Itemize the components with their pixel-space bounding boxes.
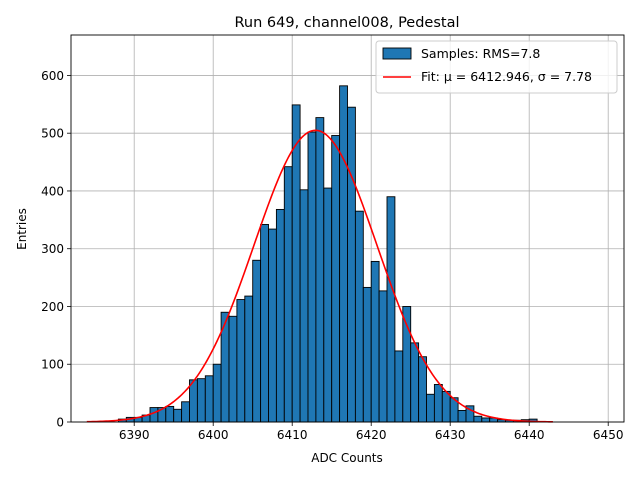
histogram-bar [173, 408, 183, 423]
histogram-bar [228, 315, 238, 423]
histogram-bar [457, 409, 467, 423]
histogram-bar [441, 390, 451, 423]
x-tick-label: 6450 [593, 428, 624, 442]
chart-title: Run 649, channel008, Pedestal [234, 15, 459, 31]
histogram-bar [268, 228, 277, 423]
histogram-bar [196, 378, 206, 423]
x-tick-label: 6430 [435, 428, 466, 442]
histogram-bar [347, 106, 356, 423]
histogram-bar [149, 407, 159, 423]
histogram-bar [331, 135, 341, 423]
histogram-bar [378, 290, 388, 423]
y-tick-label: 200 [41, 300, 64, 314]
histogram-bar [433, 384, 443, 423]
histogram-bar [212, 363, 222, 423]
histogram-bar [275, 208, 285, 423]
histogram-bar [189, 379, 198, 423]
fit-curve-layer [86, 129, 553, 423]
y-axis-label: Entries [15, 208, 29, 250]
y-tick-label: 500 [41, 127, 64, 141]
histogram-bar [394, 350, 404, 423]
legend-histogram-swatch [382, 47, 412, 60]
histogram-bar [354, 210, 364, 423]
x-tick-label: 6420 [356, 428, 387, 442]
legend: Samples: RMS=7.8 Fit: μ = 6412.946, σ = … [375, 40, 618, 94]
histogram-bar [283, 166, 293, 423]
x-axis-ticks: 6390 6400 6410 6420 6430 6440 6450 [119, 422, 624, 442]
histogram-bar [165, 405, 175, 423]
histogram-bar [370, 260, 380, 423]
histogram-bar [339, 85, 348, 423]
y-tick-label: 400 [41, 184, 64, 198]
histogram-bar [236, 299, 246, 423]
histogram-bar [299, 189, 309, 423]
y-tick-label: 100 [41, 358, 64, 372]
histogram-bar [362, 286, 372, 423]
x-tick-label: 6400 [198, 428, 229, 442]
histogram-bar [291, 104, 301, 423]
histogram-bar [426, 393, 435, 423]
histogram-bar [410, 342, 420, 423]
gaussian-fit-curve [86, 129, 553, 423]
histogram-bars [117, 85, 538, 423]
y-tick-label: 0 [56, 416, 64, 430]
legend-fit-label: Fit: μ = 6412.946, σ = 7.78 [421, 69, 592, 84]
y-tick-label: 600 [41, 69, 64, 83]
histogram-bar [307, 131, 317, 423]
x-tick-label: 6390 [119, 428, 150, 442]
histogram-bar [473, 415, 483, 423]
histogram-bar [181, 401, 190, 423]
histogram-bar [386, 196, 396, 423]
histogram-bar [481, 417, 491, 423]
histogram-bar [252, 259, 262, 423]
histogram-bar [244, 295, 254, 423]
histogram-bar [323, 187, 333, 423]
y-axis-ticks: 0 100 200 300 400 500 600 [41, 69, 71, 430]
y-tick-label: 300 [41, 242, 64, 256]
x-tick-label: 6440 [514, 428, 545, 442]
legend-histogram-label: Samples: RMS=7.8 [421, 46, 540, 61]
x-tick-label: 6410 [277, 428, 308, 442]
histogram-bar [260, 224, 269, 423]
x-axis-label: ADC Counts [311, 451, 383, 465]
histogram-bar [315, 117, 325, 423]
histogram-bar [418, 356, 427, 423]
histogram-bar [204, 375, 214, 423]
plot-area-frame [70, 34, 625, 423]
legend-box [375, 40, 618, 94]
